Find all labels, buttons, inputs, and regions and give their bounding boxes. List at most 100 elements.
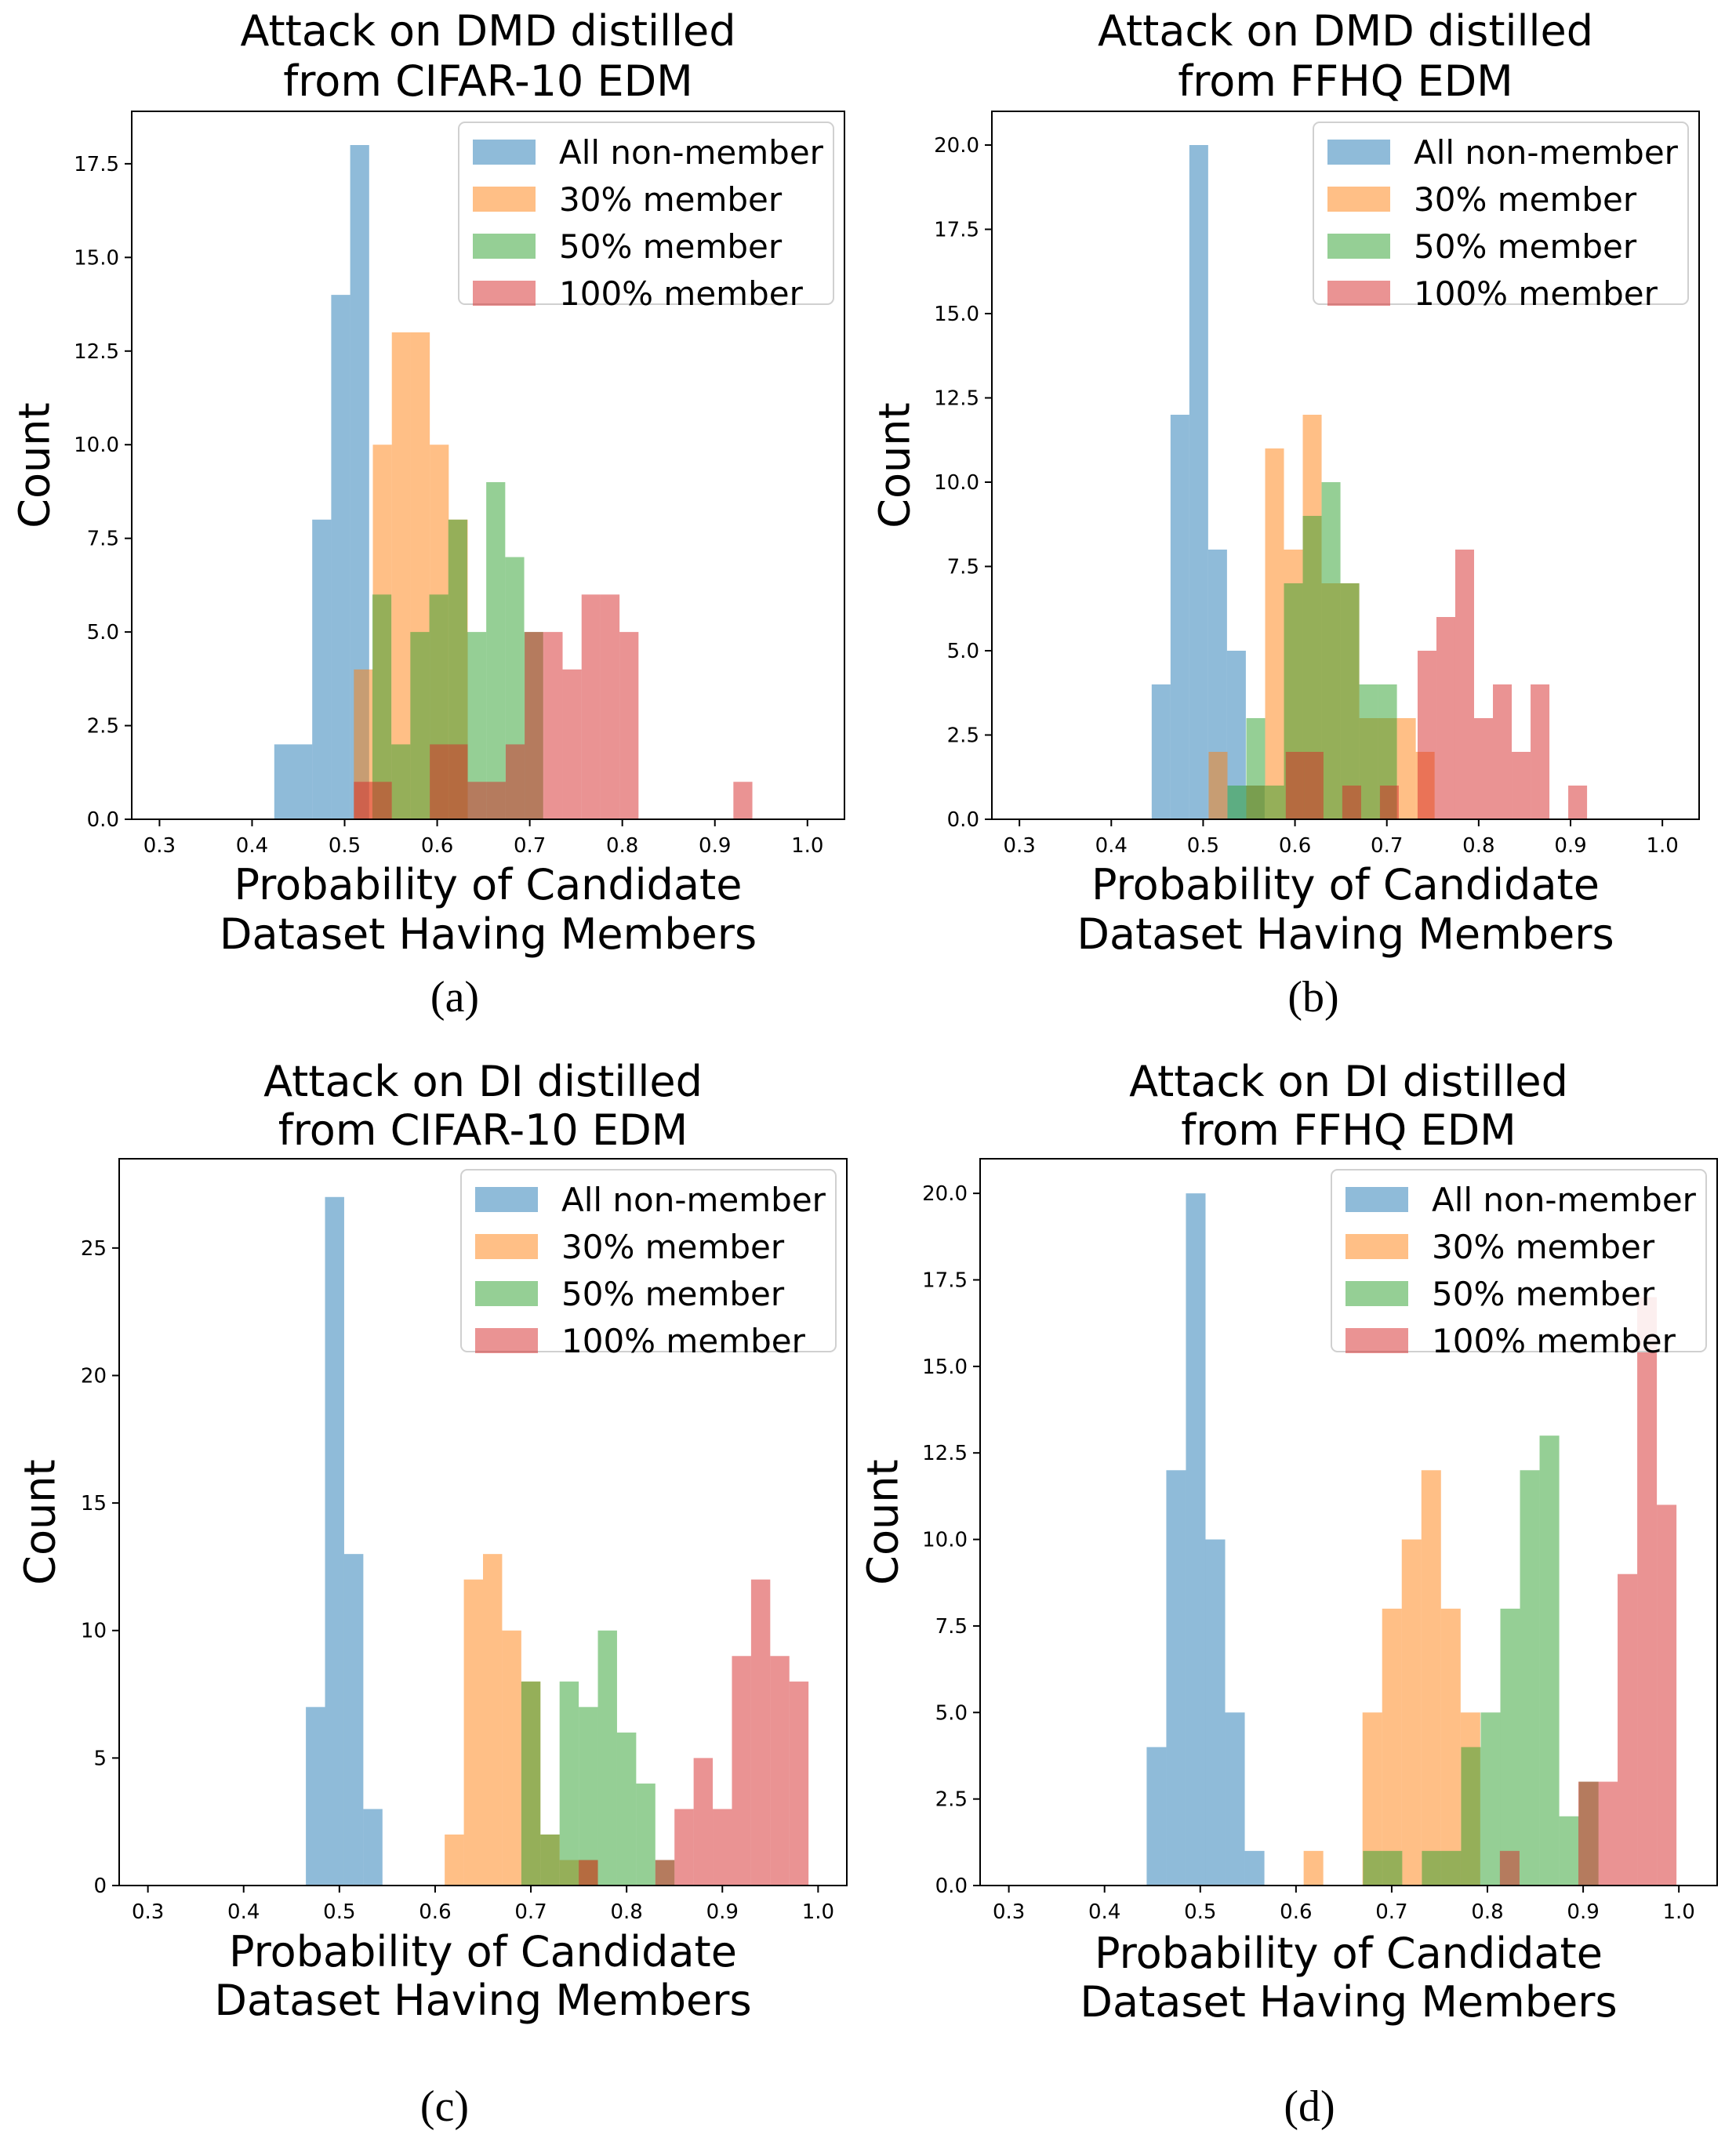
legend-swatch — [1327, 140, 1390, 165]
series-50-member — [1227, 482, 1397, 819]
chart-title: Attack on DI distilled — [263, 1057, 703, 1106]
x-tick-label: 0.4 — [1088, 1900, 1120, 1924]
histogram-bar — [733, 782, 753, 819]
histogram-bar — [483, 1554, 503, 1886]
x-tick-label: 0.6 — [419, 1900, 451, 1924]
histogram-bar — [1493, 684, 1513, 819]
legend: All non-member 30% member 50% member 100% m… — [1331, 1169, 1707, 1360]
histogram-bar — [306, 1707, 325, 1886]
y-tick-label: 15.0 — [74, 246, 119, 270]
legend-swatch — [1346, 1281, 1408, 1306]
legend-swatch — [475, 1281, 538, 1306]
histogram-bar — [1227, 786, 1247, 819]
legend-swatch — [473, 234, 536, 259]
series-100-member — [1285, 550, 1588, 819]
legend-label: 100% member — [561, 1322, 806, 1360]
chart-title: from FFHQ EDM — [1181, 1105, 1516, 1155]
y-tick-label: 7.5 — [947, 556, 979, 579]
histogram-bar — [331, 295, 350, 820]
histogram-bar — [430, 744, 449, 819]
legend-swatch — [475, 1187, 538, 1212]
histogram-bar — [1422, 1850, 1442, 1886]
histogram-bar — [1303, 1850, 1324, 1886]
histogram-bar — [1189, 145, 1208, 819]
y-tick-label: 2.5 — [935, 1788, 968, 1812]
legend: All non-member 30% member 50% member 100% m… — [460, 1169, 837, 1360]
histogram-bar — [1151, 684, 1171, 819]
figure-caption: (b) — [1287, 973, 1338, 1022]
legend-swatch — [1327, 234, 1390, 259]
x-tick-label: 0.9 — [699, 834, 731, 858]
histogram-bar — [274, 744, 294, 819]
histogram-bar — [1499, 1850, 1520, 1886]
x-axis-label: Dataset Having Members — [1077, 909, 1614, 959]
y-tick-label: 0.0 — [947, 808, 979, 832]
legend-label: 30% member — [559, 180, 783, 219]
plot-frame — [118, 1158, 848, 1886]
histogram-bar — [1474, 718, 1494, 819]
histogram-bar — [579, 1860, 598, 1886]
histogram-bar — [1657, 1504, 1677, 1886]
legend-swatch — [475, 1328, 538, 1353]
legend-frame — [1331, 1169, 1707, 1352]
histogram-bar — [363, 1809, 383, 1886]
y-tick-label: 10.0 — [922, 1529, 968, 1552]
histogram-bar — [1205, 1539, 1226, 1886]
x-axis-label: Probability of Candidate — [1095, 1929, 1603, 1978]
legend-swatch — [1327, 281, 1390, 306]
histogram-bar — [1382, 1850, 1403, 1886]
x-tick-label: 0.7 — [514, 1900, 547, 1924]
plot-frame — [991, 111, 1700, 820]
histogram-bar — [312, 519, 332, 819]
histogram-bar — [1559, 1816, 1579, 1886]
histogram-bar — [1265, 448, 1284, 819]
x-tick-label: 0.4 — [236, 834, 268, 858]
histogram-bar — [1598, 1781, 1618, 1886]
legend-label: 50% member — [561, 1275, 785, 1313]
x-tick-label: 0.9 — [706, 1900, 739, 1924]
y-tick-label: 5.0 — [947, 640, 979, 663]
histogram-bar — [521, 1681, 541, 1886]
histogram-bar — [1520, 1470, 1540, 1886]
histogram-bar — [1186, 1193, 1206, 1886]
histogram-bar — [372, 782, 392, 819]
histogram-bar — [600, 594, 620, 819]
chart-title: Attack on DMD distilled — [1098, 6, 1593, 56]
histogram-bar — [325, 1196, 344, 1886]
histogram-bar — [1500, 1608, 1520, 1886]
y-tick-label: 15.0 — [922, 1356, 968, 1379]
series-50-member — [1363, 1436, 1599, 1886]
x-tick-label: 0.6 — [421, 834, 453, 858]
chart-title: from CIFAR-10 EDM — [283, 56, 693, 106]
x-axis-label: Dataset Having Members — [1080, 1977, 1617, 2027]
y-tick-label: 20.0 — [922, 1182, 968, 1206]
legend-frame — [1313, 122, 1689, 305]
x-tick-label: 0.5 — [1187, 834, 1219, 858]
legend-label: 50% member — [559, 227, 783, 266]
x-tick-label: 0.8 — [1462, 834, 1494, 858]
y-tick-label: 10.0 — [934, 471, 979, 495]
y-tick-label: 2.5 — [87, 715, 119, 739]
x-tick-label: 0.6 — [1279, 834, 1311, 858]
x-tick-label: 1.0 — [791, 834, 823, 858]
histogram-bar — [1363, 1850, 1383, 1886]
histogram-bar — [1421, 1470, 1441, 1886]
x-tick-label: 0.4 — [1095, 834, 1128, 858]
x-tick-label: 0.3 — [143, 834, 176, 858]
histogram-bar — [293, 744, 313, 819]
x-tick-label: 1.0 — [1662, 1900, 1694, 1924]
histogram-bar — [1342, 786, 1361, 819]
x-tick-label: 0.7 — [1371, 834, 1403, 858]
histogram-bar — [540, 1834, 560, 1886]
legend-label: All non-member — [561, 1181, 826, 1219]
chart-title: Attack on DMD distilled — [241, 6, 736, 56]
x-axis-label: Dataset Having Members — [220, 909, 757, 959]
y-tick-label: 15.0 — [934, 303, 979, 326]
histogram-bar — [1637, 1297, 1658, 1886]
histogram-bar — [1618, 1573, 1638, 1886]
histogram-bar — [391, 744, 411, 819]
histogram-bar — [1436, 617, 1455, 819]
x-tick-label: 0.3 — [993, 1900, 1025, 1924]
legend-swatch — [473, 187, 536, 212]
legend-swatch — [475, 1234, 538, 1259]
